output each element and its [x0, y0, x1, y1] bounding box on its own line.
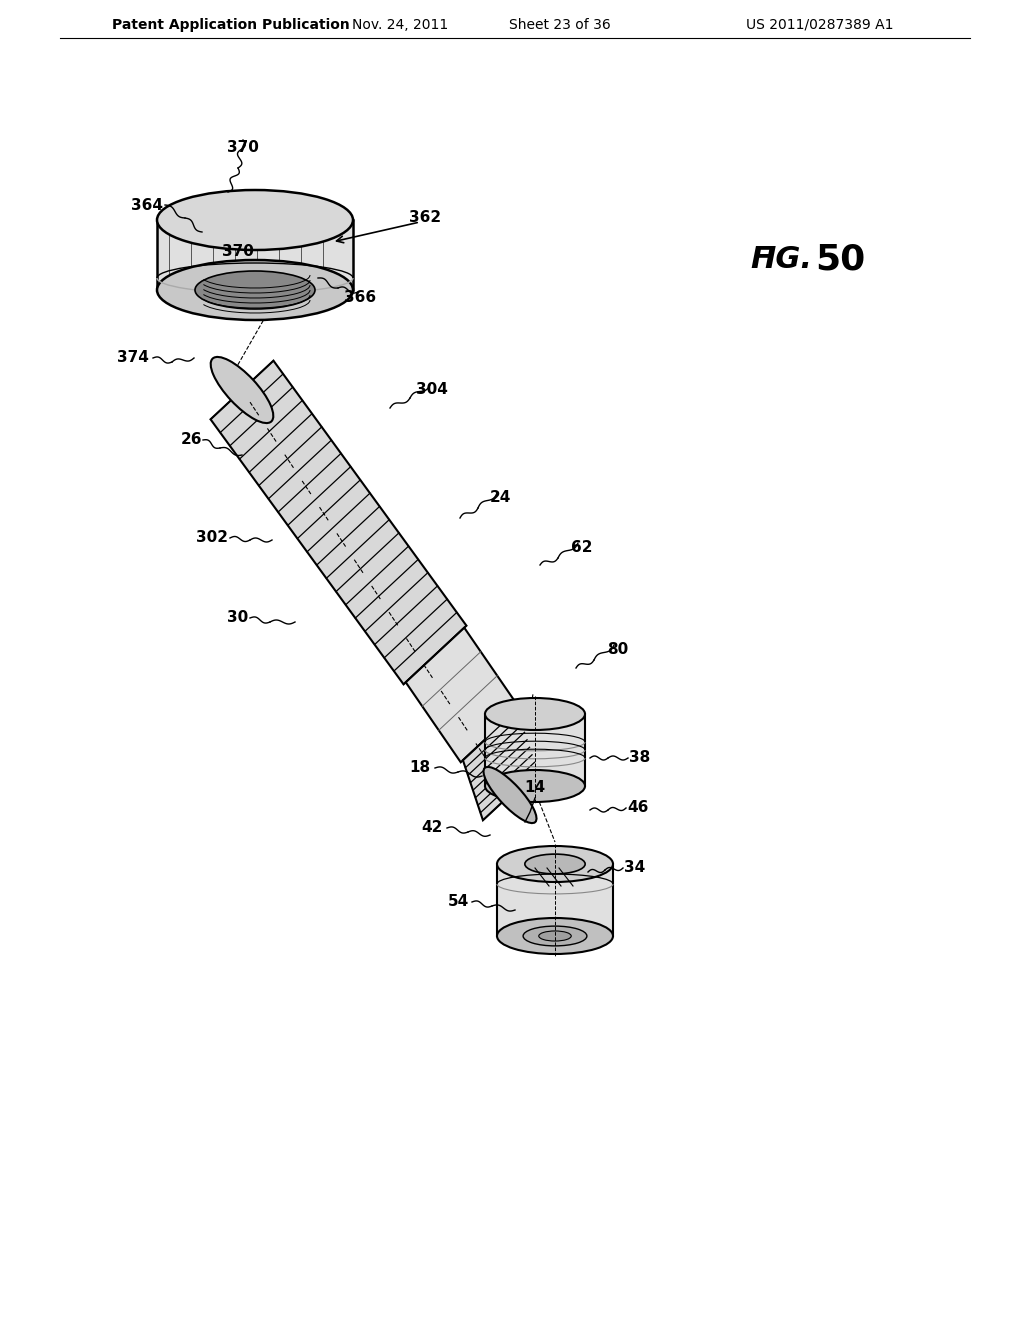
- Ellipse shape: [539, 931, 571, 941]
- Text: Sheet 23 of 36: Sheet 23 of 36: [509, 18, 611, 32]
- Text: Nov. 24, 2011: Nov. 24, 2011: [352, 18, 449, 32]
- Text: 46: 46: [628, 800, 648, 816]
- Text: 30: 30: [227, 610, 249, 626]
- Text: 62: 62: [571, 540, 593, 556]
- Ellipse shape: [211, 356, 273, 424]
- Text: 14: 14: [524, 780, 546, 796]
- Text: F: F: [750, 246, 771, 275]
- Text: 304: 304: [416, 383, 447, 397]
- Text: IG.: IG.: [764, 246, 812, 275]
- Ellipse shape: [497, 846, 613, 882]
- Text: 364: 364: [131, 198, 163, 213]
- Text: 302: 302: [196, 531, 228, 545]
- Polygon shape: [157, 220, 353, 290]
- Text: 366: 366: [344, 290, 376, 305]
- Ellipse shape: [157, 260, 353, 319]
- Text: 38: 38: [630, 751, 650, 766]
- Ellipse shape: [485, 770, 585, 803]
- Polygon shape: [497, 865, 613, 936]
- Text: 50: 50: [815, 243, 865, 277]
- Text: 54: 54: [447, 895, 469, 909]
- Text: 374: 374: [117, 351, 148, 366]
- Ellipse shape: [195, 271, 315, 309]
- Polygon shape: [211, 360, 467, 684]
- Text: 26: 26: [180, 433, 202, 447]
- Ellipse shape: [525, 854, 585, 874]
- Text: US 2011/0287389 A1: US 2011/0287389 A1: [746, 18, 894, 32]
- Text: 362: 362: [409, 210, 441, 226]
- Ellipse shape: [497, 917, 613, 954]
- Text: 370: 370: [227, 140, 259, 156]
- Polygon shape: [463, 710, 537, 820]
- Ellipse shape: [485, 698, 585, 730]
- Text: 80: 80: [607, 643, 629, 657]
- Text: 18: 18: [410, 760, 430, 776]
- Text: 34: 34: [625, 861, 645, 875]
- Text: 24: 24: [489, 491, 511, 506]
- Text: 42: 42: [421, 821, 442, 836]
- Text: 370: 370: [222, 244, 254, 260]
- Ellipse shape: [157, 190, 353, 249]
- Polygon shape: [485, 714, 585, 785]
- Ellipse shape: [523, 927, 587, 946]
- Ellipse shape: [483, 767, 537, 824]
- Text: Patent Application Publication: Patent Application Publication: [112, 18, 350, 32]
- Polygon shape: [406, 628, 519, 762]
